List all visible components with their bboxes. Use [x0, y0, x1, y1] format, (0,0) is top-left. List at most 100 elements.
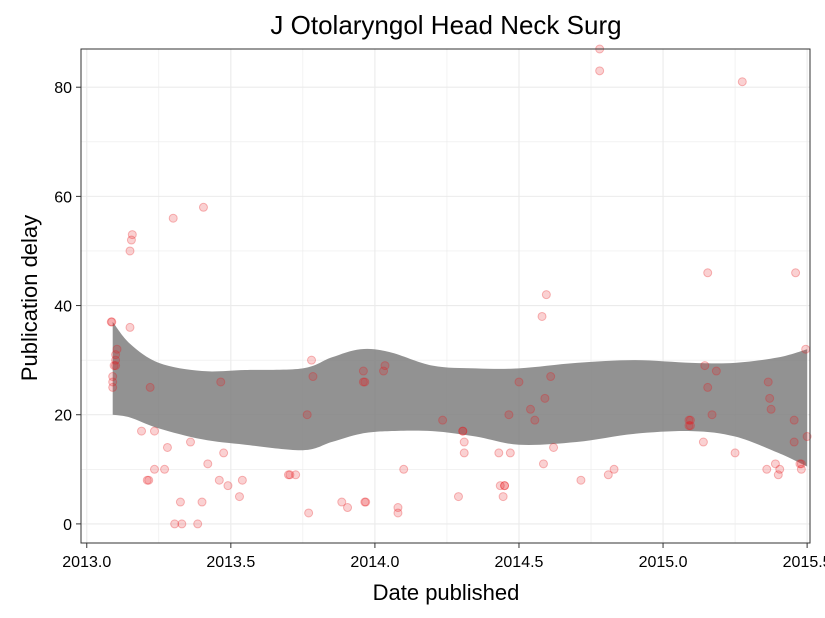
x-tick-label: 2014.5 [495, 554, 544, 571]
data-point [796, 459, 806, 469]
data-point [576, 475, 586, 485]
x-tick-label: 2014.0 [350, 554, 399, 571]
data-point [162, 442, 172, 452]
data-point [737, 77, 747, 87]
data-point [707, 410, 717, 420]
data-point [308, 372, 318, 382]
x-tick-label: 2013.5 [206, 554, 255, 571]
data-point [145, 382, 155, 392]
data-point [459, 437, 469, 447]
data-point [500, 481, 510, 491]
data-point [203, 459, 213, 469]
plot-panel [80, 44, 812, 544]
data-point [223, 481, 233, 491]
x-axis: 2013.0 2013.5 2014.0 2014.5 2015.0 2015.5 [62, 543, 825, 571]
data-point [108, 382, 118, 392]
data-point [361, 497, 371, 507]
data-point [108, 372, 118, 382]
chart-title: J Otolaryngol Head Neck Surg [270, 10, 621, 40]
data-point [530, 415, 540, 425]
data-point [216, 377, 226, 387]
data-point [684, 415, 694, 425]
data-point [144, 475, 154, 485]
data-point [504, 410, 514, 420]
smooth-confidence-band [112, 321, 808, 467]
data-point [795, 459, 805, 469]
data-point [609, 464, 619, 474]
data-point [379, 366, 389, 376]
data-point [380, 361, 390, 371]
data-point [234, 492, 244, 502]
data-point [168, 213, 178, 223]
data-point [711, 366, 721, 376]
data-point [358, 366, 368, 376]
data-point [494, 448, 504, 458]
data-point [700, 361, 710, 371]
y-tick-label: 0 [63, 517, 72, 534]
data-point [802, 432, 812, 442]
major-gridlines [81, 49, 810, 543]
data-point [703, 268, 713, 278]
data-point [495, 481, 505, 491]
data-point [219, 448, 229, 458]
data-point [127, 230, 137, 240]
data-point [453, 492, 463, 502]
data-point [360, 377, 370, 387]
y-axis-title: Publication delay [17, 215, 42, 381]
data-point [109, 361, 119, 371]
data-point [177, 519, 187, 529]
data-point [546, 372, 556, 382]
data-point [160, 464, 170, 474]
data-point [603, 470, 613, 480]
data-point [142, 475, 152, 485]
data-point [112, 344, 122, 354]
data-point [458, 426, 468, 436]
data-point [175, 497, 185, 507]
panel-border [80, 48, 811, 544]
data-point [549, 442, 559, 452]
panel-background [81, 49, 810, 543]
data-point [393, 508, 403, 518]
y-tick-label: 20 [54, 408, 72, 425]
data-point [765, 393, 775, 403]
data-point [108, 377, 118, 387]
data-point [684, 421, 694, 431]
x-tick-label: 2013.0 [62, 554, 111, 571]
data-point [770, 459, 780, 469]
data-point [775, 464, 785, 474]
data-point [540, 393, 550, 403]
data-point [538, 459, 548, 469]
data-point [763, 377, 773, 387]
data-point [193, 519, 203, 529]
data-point [111, 350, 121, 360]
data-point [766, 404, 776, 414]
data-point [500, 481, 510, 491]
y-tick-label: 80 [54, 80, 72, 97]
data-point [685, 415, 695, 425]
data-point [773, 470, 783, 480]
data-point [125, 246, 135, 256]
data-point [170, 519, 180, 529]
data-point [789, 415, 799, 425]
data-point [541, 290, 551, 300]
data-point [796, 464, 806, 474]
data-point [685, 421, 695, 431]
data-point [698, 437, 708, 447]
data-point [438, 415, 448, 425]
x-tick-label: 2015.5 [783, 554, 825, 571]
data-point [703, 382, 713, 392]
data-point [137, 426, 147, 436]
data-point [801, 344, 811, 354]
data-point [789, 437, 799, 447]
data-point [537, 311, 547, 321]
y-tick-label: 40 [54, 299, 72, 316]
data-point [514, 377, 524, 387]
data-point [498, 492, 508, 502]
x-axis-title: Date published [373, 580, 520, 605]
data-point [459, 448, 469, 458]
data-point [762, 464, 772, 474]
x-tick-label: 2015.0 [639, 554, 688, 571]
minor-gridlines [81, 49, 810, 543]
data-point [393, 503, 403, 513]
